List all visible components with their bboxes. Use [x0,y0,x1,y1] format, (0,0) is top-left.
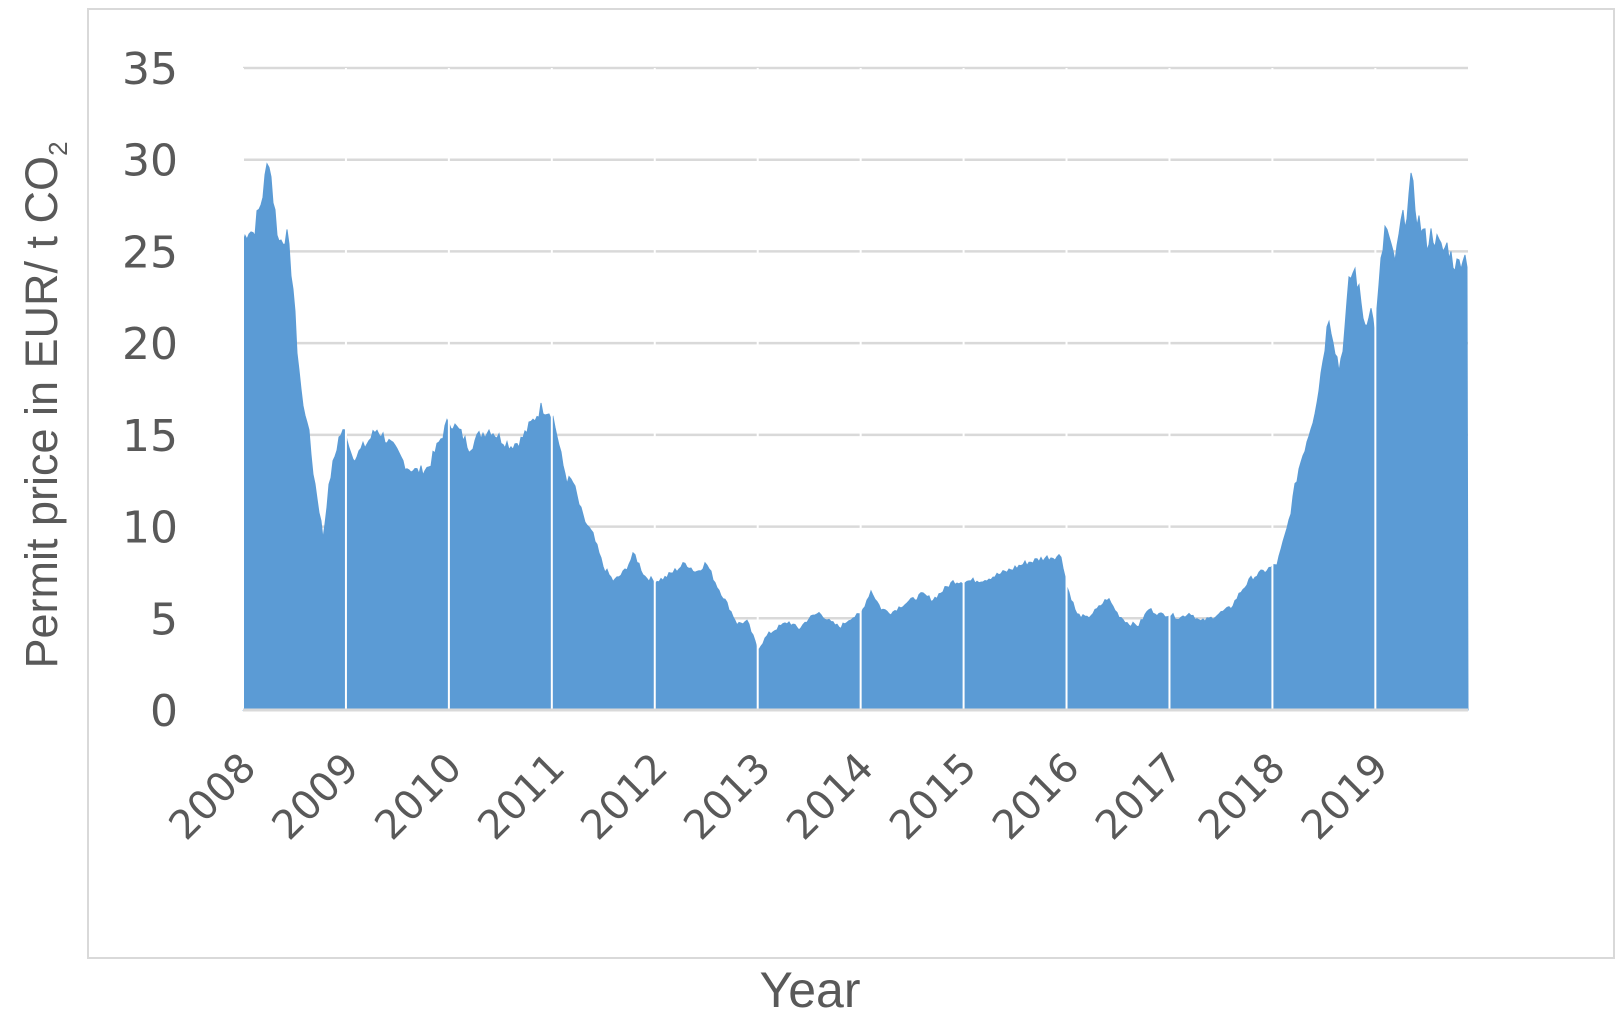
year-separators [242,68,1468,712]
x-axis-label: Year [759,962,861,1018]
x-tick-label: 2015 [881,745,986,850]
x-tick-label: 2016 [984,745,1089,850]
series-area [242,162,1469,711]
chart-frame [87,8,1615,959]
y-tick-label: 30 [122,136,178,187]
y-axis-ticks: 0 5 10 15 20 25 30 35 [122,44,178,737]
y-tick-label: 10 [122,503,178,554]
price-area [242,162,1469,711]
x-tick-label: 2013 [675,745,780,850]
y-tick-label: 35 [122,44,178,95]
x-tick-label: 2019 [1293,745,1398,850]
x-tick-label: 2009 [264,745,369,850]
x-tick-label: 2018 [1190,745,1295,850]
x-tick-label: 2008 [161,745,266,850]
x-tick-label: 2012 [572,745,677,850]
x-axis-ticks: 2008200920102011201220132014201520162017… [161,745,1398,850]
x-tick-label: 2011 [469,745,574,850]
y-tick-label: 25 [122,227,178,278]
y-tick-label: 5 [150,594,178,645]
y-tick-label: 15 [122,411,178,462]
y-tick-label: 0 [150,686,178,737]
x-tick-label: 2010 [366,745,471,850]
y-axis-label: Permit price in EUR/ t CO2 [16,141,73,669]
y-tick-label: 20 [122,319,178,370]
x-tick-label: 2017 [1087,745,1192,850]
x-tick-label: 2014 [778,745,883,850]
